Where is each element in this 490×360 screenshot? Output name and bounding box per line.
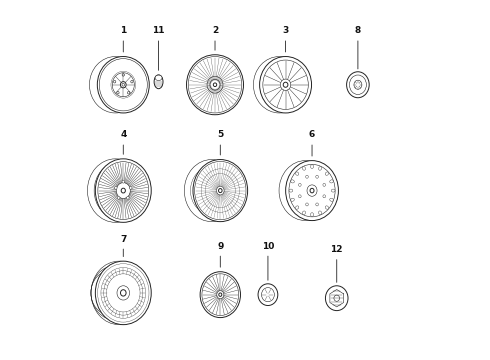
Ellipse shape [116,183,130,198]
Text: 6: 6 [309,130,315,156]
Text: 7: 7 [120,234,126,257]
Ellipse shape [325,206,329,209]
Ellipse shape [346,72,369,98]
Ellipse shape [115,186,117,189]
Ellipse shape [323,183,325,186]
Ellipse shape [96,261,151,325]
Ellipse shape [129,186,132,189]
Ellipse shape [155,75,162,81]
Ellipse shape [291,180,294,183]
Text: 5: 5 [217,130,223,155]
Ellipse shape [318,211,321,215]
Ellipse shape [154,75,163,89]
Ellipse shape [306,175,308,178]
Ellipse shape [200,272,241,318]
Ellipse shape [121,188,125,193]
Ellipse shape [118,196,120,199]
Ellipse shape [295,172,299,175]
Ellipse shape [316,175,318,178]
Ellipse shape [121,82,126,88]
Ellipse shape [325,172,329,175]
Ellipse shape [331,189,335,192]
Text: 10: 10 [262,242,274,280]
Ellipse shape [310,188,314,193]
Ellipse shape [219,293,222,296]
Ellipse shape [258,284,278,306]
Ellipse shape [298,195,301,198]
Ellipse shape [311,213,314,216]
Ellipse shape [283,82,288,87]
Ellipse shape [121,290,126,296]
Ellipse shape [330,180,333,183]
Text: 4: 4 [120,130,126,154]
Ellipse shape [295,206,299,209]
Ellipse shape [217,186,224,195]
Ellipse shape [306,203,308,206]
Text: 3: 3 [282,26,289,52]
Ellipse shape [311,165,314,168]
Ellipse shape [126,196,129,199]
Ellipse shape [302,167,305,170]
Ellipse shape [298,183,301,186]
Ellipse shape [114,80,116,83]
Ellipse shape [280,79,291,90]
Ellipse shape [217,291,224,299]
Ellipse shape [330,198,333,201]
Ellipse shape [96,159,151,222]
Text: 12: 12 [330,245,343,282]
Ellipse shape [193,159,247,222]
Ellipse shape [325,286,348,311]
Text: 1: 1 [120,26,126,52]
Ellipse shape [318,167,321,170]
Ellipse shape [122,180,124,183]
Ellipse shape [219,189,222,193]
Ellipse shape [117,91,119,94]
Text: 8: 8 [355,26,361,69]
Ellipse shape [187,55,244,115]
Ellipse shape [260,57,312,113]
Ellipse shape [291,198,294,201]
Ellipse shape [127,91,130,94]
Ellipse shape [307,185,317,196]
Ellipse shape [117,286,129,300]
Ellipse shape [286,161,339,221]
Ellipse shape [323,195,325,198]
Text: 11: 11 [152,26,165,70]
Ellipse shape [302,211,305,215]
Ellipse shape [289,189,293,192]
Ellipse shape [131,80,133,83]
Text: 9: 9 [217,242,223,267]
Ellipse shape [213,83,217,86]
Ellipse shape [316,203,318,206]
Ellipse shape [122,73,124,76]
Text: 2: 2 [212,26,218,50]
Ellipse shape [98,57,149,113]
